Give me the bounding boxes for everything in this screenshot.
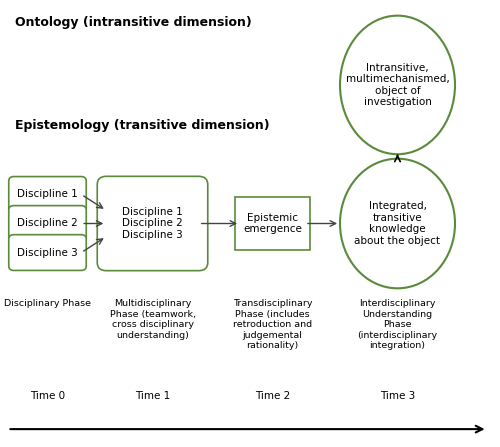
- FancyBboxPatch shape: [97, 177, 208, 271]
- Text: Discipline 3: Discipline 3: [17, 248, 78, 257]
- Text: Integrated,
transitive
knowledge
about the object: Integrated, transitive knowledge about t…: [354, 201, 440, 246]
- Text: Multidisciplinary
Phase (teamwork,
cross disciplinary
understanding): Multidisciplinary Phase (teamwork, cross…: [110, 299, 196, 340]
- Text: Discipline 2: Discipline 2: [17, 219, 78, 228]
- Text: Ontology (intransitive dimension): Ontology (intransitive dimension): [15, 16, 252, 29]
- FancyBboxPatch shape: [8, 177, 86, 212]
- Text: Time 2: Time 2: [255, 391, 290, 401]
- Text: Disciplinary Phase: Disciplinary Phase: [4, 299, 91, 308]
- Text: Transdisciplinary
Phase (includes
retroduction and
judgemental
rationality): Transdisciplinary Phase (includes retrod…: [233, 299, 312, 350]
- Text: Time 0: Time 0: [30, 391, 65, 401]
- Text: Discipline 1
Discipline 2
Discipline 3: Discipline 1 Discipline 2 Discipline 3: [122, 207, 183, 240]
- Text: Intransitive,
multimechanismed,
object of
investigation: Intransitive, multimechanismed, object o…: [346, 63, 450, 107]
- Text: Epistemic
emergence: Epistemic emergence: [243, 213, 302, 234]
- FancyBboxPatch shape: [8, 235, 86, 270]
- Text: Discipline 1: Discipline 1: [17, 190, 78, 199]
- FancyBboxPatch shape: [235, 197, 310, 250]
- Text: Time 3: Time 3: [380, 391, 415, 401]
- Text: Time 1: Time 1: [135, 391, 170, 401]
- Text: Interdisciplinary
Understanding
Phase
(interdisciplinary
integration): Interdisciplinary Understanding Phase (i…: [358, 299, 438, 350]
- FancyBboxPatch shape: [8, 206, 86, 241]
- Text: Epistemology (transitive dimension): Epistemology (transitive dimension): [15, 118, 270, 132]
